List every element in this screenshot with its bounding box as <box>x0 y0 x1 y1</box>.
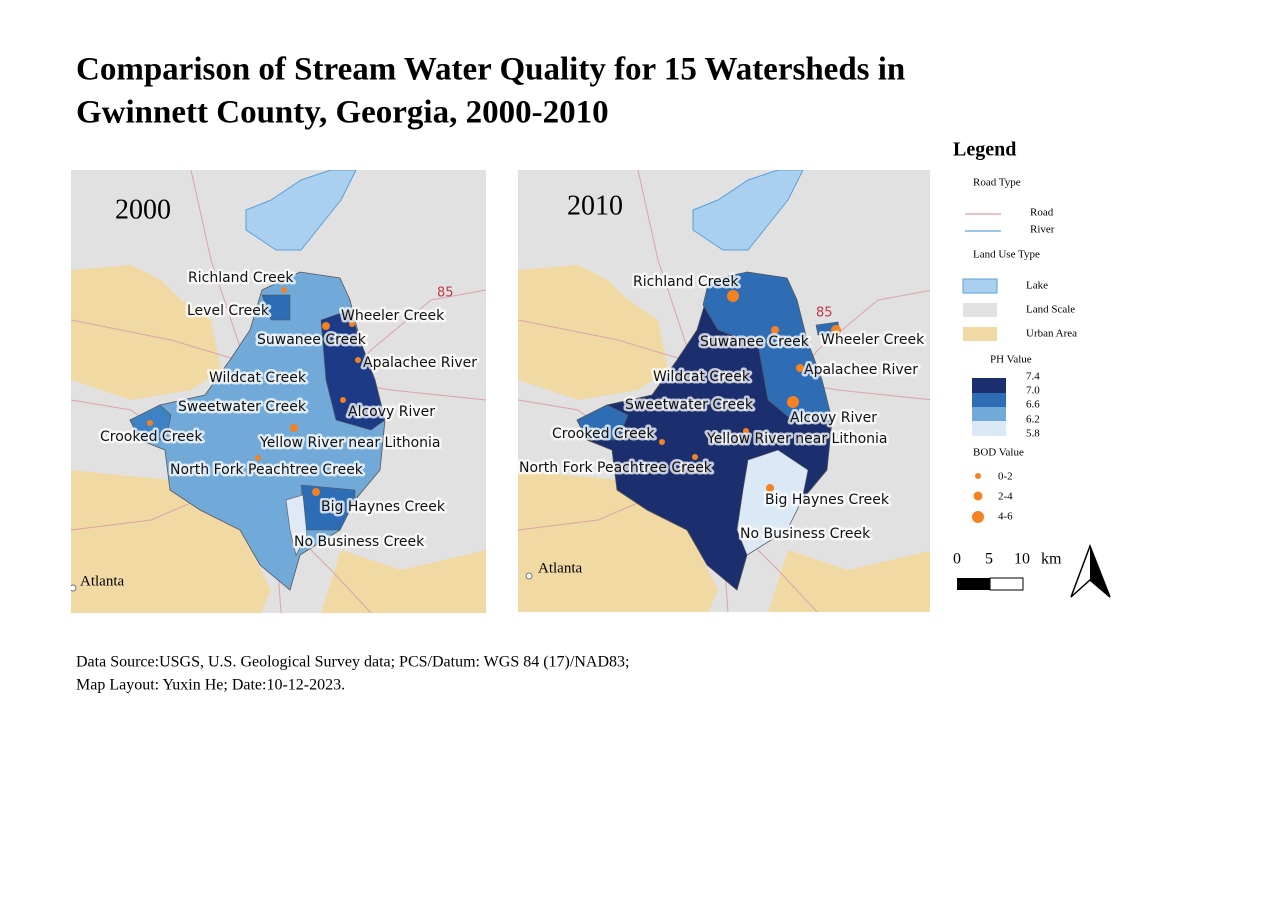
watershed-label: Sweetwater Creek <box>178 399 307 415</box>
watershed-label: No Business Creek <box>740 526 871 542</box>
scale-label: km <box>1041 551 1062 568</box>
legend-item: 4-6 <box>998 511 1013 523</box>
watershed-label: Wildcat Creek <box>653 369 751 385</box>
watershed-label: Suwanee Creek <box>700 334 810 350</box>
scale-label: 5 <box>985 551 993 568</box>
watershed-label: North Fork Peachtree Creek <box>170 462 364 478</box>
legend-heading: BOD Value <box>973 447 1024 459</box>
legend-item: Land Scale <box>1026 304 1075 316</box>
scale-label: 10 <box>1014 551 1030 568</box>
legend-item: River <box>1030 224 1055 236</box>
city-label: Atlanta <box>538 560 582 576</box>
map-year: 2010 <box>567 190 623 221</box>
watershed-label: Big Haynes Creek <box>321 499 446 515</box>
legend-item: Road <box>1030 207 1054 219</box>
legend-heading: Land Use Type <box>973 249 1040 261</box>
legend-item: 2-4 <box>998 491 1013 503</box>
legend-item: Urban Area <box>1026 328 1077 340</box>
watershed-label: Crooked Creek <box>552 426 655 442</box>
title-line: Comparison of Stream Water Quality for 1… <box>76 52 905 88</box>
map-panel: 2000 85 Atlanta Richland Creek Level Cre… <box>71 170 486 613</box>
city-label: Atlanta <box>80 573 124 589</box>
watershed-label: Yellow River near Lithonia <box>259 435 441 451</box>
watershed-label: Apalachee River <box>363 355 477 371</box>
watershed-label: Suwanee Creek <box>257 332 367 348</box>
watershed-label: Apalachee River <box>804 362 918 378</box>
watershed-label: Wheeler Creek <box>341 308 445 324</box>
source-line: Map Layout: Yuxin He; Date:10-12-2023. <box>76 677 345 694</box>
watershed-label: Crooked Creek <box>100 429 203 445</box>
watershed-label: Level Creek <box>187 303 270 319</box>
scale-bar: 0 5 10 km <box>953 551 1062 591</box>
watershed-label: Richland Creek <box>633 274 739 290</box>
watershed-label: Yellow River near Lithonia <box>706 431 888 447</box>
legend-heading: PH Value <box>990 354 1032 366</box>
watershed-label: Sweetwater Creek <box>625 397 754 413</box>
legend-item: 6.2 <box>1026 414 1040 426</box>
legend-item: Lake <box>1026 280 1048 292</box>
title-line: Gwinnett County, Georgia, 2000-2010 <box>76 95 609 131</box>
source-line: Data Source:USGS, U.S. Geological Survey… <box>76 654 629 671</box>
watershed-label: Wildcat Creek <box>209 370 307 386</box>
scale-label: 0 <box>953 551 961 568</box>
legend-item: 7.0 <box>1026 385 1040 397</box>
legend: Legend Road Type Road River Land Use Typ… <box>953 139 1077 523</box>
legend-heading: Road Type <box>973 177 1021 189</box>
watershed-label: Alcovy River <box>348 404 435 420</box>
legend-item: 6.6 <box>1026 399 1040 411</box>
watershed-label: Wheeler Creek <box>821 332 925 348</box>
legend-item: 5.8 <box>1026 428 1040 440</box>
watershed-label: North Fork Peachtree Creek <box>519 460 713 476</box>
map-year: 2000 <box>115 194 171 225</box>
watershed-label: No Business Creek <box>294 534 425 550</box>
legend-item: 0-2 <box>998 471 1013 483</box>
watershed-label: Alcovy River <box>790 410 877 426</box>
road-label: 85 <box>437 286 454 301</box>
watershed-label: Big Haynes Creek <box>765 492 890 508</box>
north-arrow <box>1070 543 1111 598</box>
map-panel: 2010 85 Atlanta Richland Creek Suwanee C… <box>518 170 930 612</box>
legend-title: Legend <box>953 139 1016 161</box>
road-label: 85 <box>816 306 833 321</box>
watershed-label: Richland Creek <box>188 270 294 286</box>
legend-item: 7.4 <box>1026 371 1040 383</box>
